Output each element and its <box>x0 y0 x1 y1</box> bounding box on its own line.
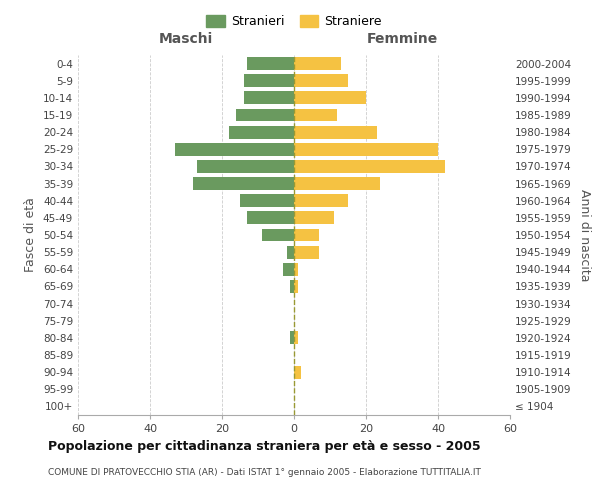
Bar <box>244 74 294 87</box>
Text: Popolazione per cittadinanza straniera per età e sesso - 2005: Popolazione per cittadinanza straniera p… <box>48 440 481 453</box>
Bar <box>294 160 445 173</box>
Bar <box>294 280 298 293</box>
Bar <box>294 143 438 156</box>
Bar <box>294 126 377 138</box>
Legend: Stranieri, Straniere: Stranieri, Straniere <box>202 11 386 32</box>
Bar <box>240 194 294 207</box>
Bar <box>294 177 380 190</box>
Bar <box>294 366 301 378</box>
Bar <box>229 126 294 138</box>
Bar <box>294 212 334 224</box>
Bar <box>283 263 294 276</box>
Y-axis label: Fasce di età: Fasce di età <box>25 198 37 272</box>
Bar <box>247 57 294 70</box>
Bar <box>294 246 319 258</box>
Bar <box>294 108 337 122</box>
Bar <box>290 280 294 293</box>
Bar <box>175 143 294 156</box>
Bar <box>244 92 294 104</box>
Bar <box>294 92 366 104</box>
Bar <box>294 74 348 87</box>
Bar <box>197 160 294 173</box>
Bar <box>290 332 294 344</box>
Bar <box>294 263 298 276</box>
Bar <box>193 177 294 190</box>
Bar <box>294 332 298 344</box>
Bar <box>247 212 294 224</box>
Bar <box>287 246 294 258</box>
Text: Femmine: Femmine <box>367 32 437 46</box>
Text: COMUNE DI PRATOVECCHIO STIA (AR) - Dati ISTAT 1° gennaio 2005 - Elaborazione TUT: COMUNE DI PRATOVECCHIO STIA (AR) - Dati … <box>48 468 481 477</box>
Y-axis label: Anni di nascita: Anni di nascita <box>578 188 591 281</box>
Bar <box>294 228 319 241</box>
Text: Maschi: Maschi <box>159 32 213 46</box>
Bar <box>236 108 294 122</box>
Bar <box>294 194 348 207</box>
Bar <box>294 57 341 70</box>
Bar <box>262 228 294 241</box>
